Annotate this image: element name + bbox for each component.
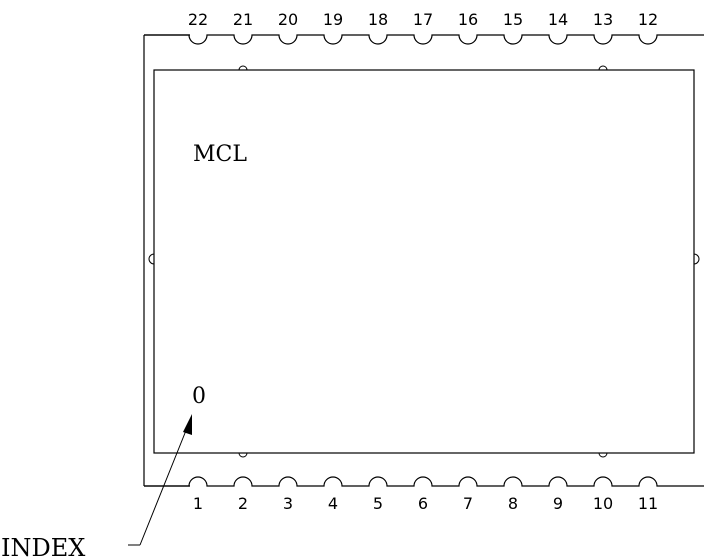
bottom-pin-label-9: 9 [553,494,563,513]
top-edge-path [144,34,704,45]
bottom-pin-label-7: 7 [463,494,473,513]
top-pin-label-17: 17 [413,10,433,29]
index-marker: 0 [192,384,206,409]
index-label: INDEX [1,534,85,560]
bottom-pin-label-3: 3 [283,494,293,513]
top-pin-labels: 22 21 20 19 18 17 16 15 14 13 12 [188,10,658,29]
lid-mark-right [693,253,700,265]
top-pin-label-19: 19 [323,10,343,29]
top-pin-label-18: 18 [368,10,388,29]
top-pin-label-14: 14 [548,10,568,29]
bottom-pin-label-2: 2 [238,494,248,513]
top-pin-label-15: 15 [503,10,523,29]
lid-mark-left [148,253,155,265]
bottom-pin-label-8: 8 [508,494,518,513]
top-pin-label-22: 22 [188,10,208,29]
top-pin-edge [144,34,704,45]
lid-mark-bottom-left [238,452,248,458]
bottom-pin-label-4: 4 [328,494,338,513]
lid-rectangle [153,69,695,454]
lid-mark-bottom-right [598,452,608,458]
top-pin-label-13: 13 [593,10,613,29]
bottom-pin-label-6: 6 [418,494,428,513]
body-label: MCL [193,142,247,167]
bottom-pin-labels: 1 2 3 4 5 6 7 8 9 10 11 [193,494,658,513]
bottom-pin-edge [144,476,704,487]
lid-mark-top-right [598,65,608,71]
bottom-pin-label-11: 11 [638,494,658,513]
top-pin-label-21: 21 [233,10,253,29]
index-leader-line [128,427,188,546]
bottom-pin-label-5: 5 [373,494,383,513]
lid-mark-top-left [238,65,248,71]
top-pin-label-12: 12 [638,10,658,29]
bottom-pin-label-1: 1 [193,494,203,513]
carrier-outline [143,34,190,487]
top-pin-label-20: 20 [278,10,298,29]
top-pin-label-16: 16 [458,10,478,29]
bottom-edge-path [144,476,704,487]
index-arrowhead [183,414,192,435]
bottom-pin-label-10: 10 [593,494,613,513]
